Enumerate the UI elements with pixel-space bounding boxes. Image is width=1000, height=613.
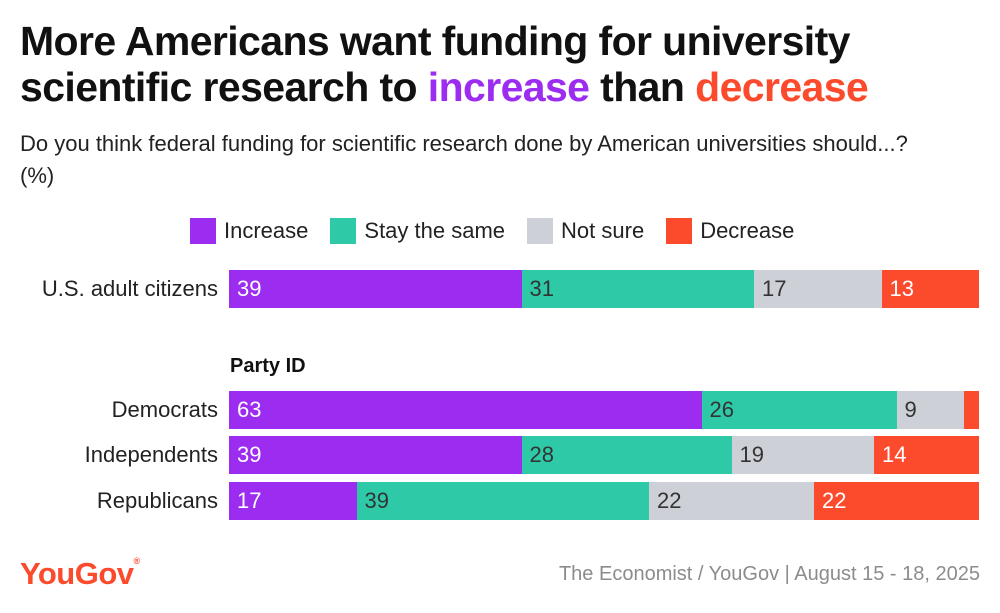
bar-segment-stay: 28 [521,436,732,474]
bar-segment-increase: 17 [229,482,357,520]
row-label-independents: Independents [84,442,218,467]
bar-segment-decrease: 22 [814,482,979,520]
bar-segment-stay: 26 [701,391,897,429]
legend-swatch-not-sure [527,218,554,244]
legend-swatch-increase [190,218,216,244]
row-label-democrats: Democrats [111,397,218,422]
title-text-2: than [589,64,696,110]
bar-segment-increase: 63 [229,391,702,429]
bar-segment-increase: 39 [229,270,522,308]
chart-legend: Increase Stay the same Not sure Decrease [190,216,816,246]
title-text-1: More Americans want funding for universi… [20,18,850,110]
legend-swatch-decrease [666,218,693,244]
bar-segment-decrease [964,391,979,429]
bar-democrats: 63 26 9 [229,391,979,429]
bar-segment-decrease: 14 [874,436,979,474]
legend-label-increase: Increase [224,218,309,243]
legend-label-not-sure: Not sure [561,218,645,243]
bar-segment-not-sure: 22 [649,482,814,520]
bar-independents: 39 28 19 14 [229,436,979,474]
legend-item-increase: Increase [190,218,308,244]
legend-swatch-stay [330,218,357,244]
legend-item-decrease: Decrease [666,218,794,244]
legend-item-not-sure: Not sure [527,218,644,244]
yougov-logo: YouGov® [20,556,140,592]
bar-segment-not-sure: 9 [896,391,964,429]
row-label-republicans: Republicans [96,488,218,513]
chart-title: More Americans want funding for universi… [20,18,980,110]
bar-segment-stay: 31 [521,270,754,308]
legend-label-decrease: Decrease [700,218,795,243]
section-label-party-id: Party ID [230,355,306,377]
bar-u-s-adult-citizens: 39 31 17 13 [229,270,979,308]
legend-label-stay: Stay the same [364,218,506,243]
bar-segment-stay: 39 [356,482,649,520]
source-note: The Economist / YouGov | August 15 - 18,… [558,563,980,585]
row-label-u-s-adult-citizens: U.S. adult citizens [41,276,218,301]
bar-segment-not-sure: 17 [754,270,882,308]
title-decrease-word: decrease [695,64,869,110]
bar-segment-decrease: 13 [881,270,979,308]
bar-segment-not-sure: 19 [731,436,874,474]
legend-item-stay: Stay the same [330,218,505,244]
title-increase-word: increase [427,64,590,110]
brand-registered-mark: ® [133,556,141,566]
brand-name: YouGov [20,556,134,591]
bar-segment-increase: 39 [229,436,522,474]
bar-republicans: 17 39 22 22 [229,482,979,520]
chart-subtitle: Do you think federal funding for scienti… [20,131,908,188]
